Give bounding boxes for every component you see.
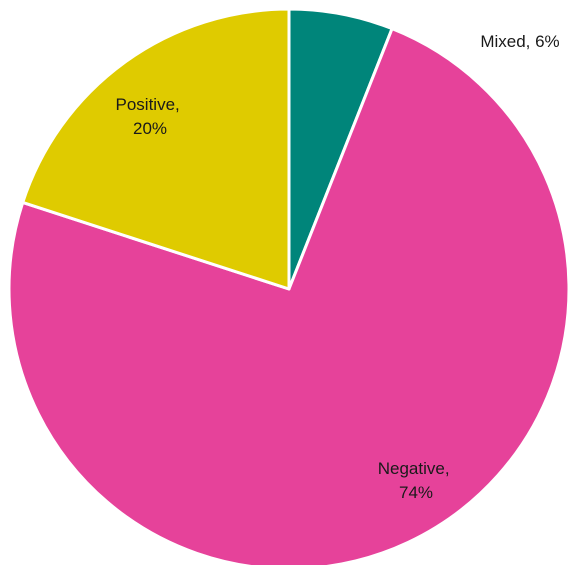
pie-labels: Mixed, 6% Negative, 74% Positive, 20% xyxy=(116,32,560,502)
slice-label-negative-line2: 74% xyxy=(399,483,433,502)
slice-label-positive-line2: 20% xyxy=(133,119,167,138)
pie-slice-negative xyxy=(7,27,571,565)
slice-label-positive-line1: Positive, xyxy=(116,95,180,114)
slice-label-positive: Positive, 20% xyxy=(116,95,185,138)
slice-label-negative: Negative, 74% xyxy=(378,459,455,502)
slice-label-negative-line1: Negative, xyxy=(378,459,450,478)
pie-slices xyxy=(7,7,571,565)
slice-label-mixed: Mixed, 6% xyxy=(480,32,559,51)
slice-label-mixed-line1: Mixed, 6% xyxy=(480,32,559,51)
pie-slice-positive xyxy=(21,7,291,291)
